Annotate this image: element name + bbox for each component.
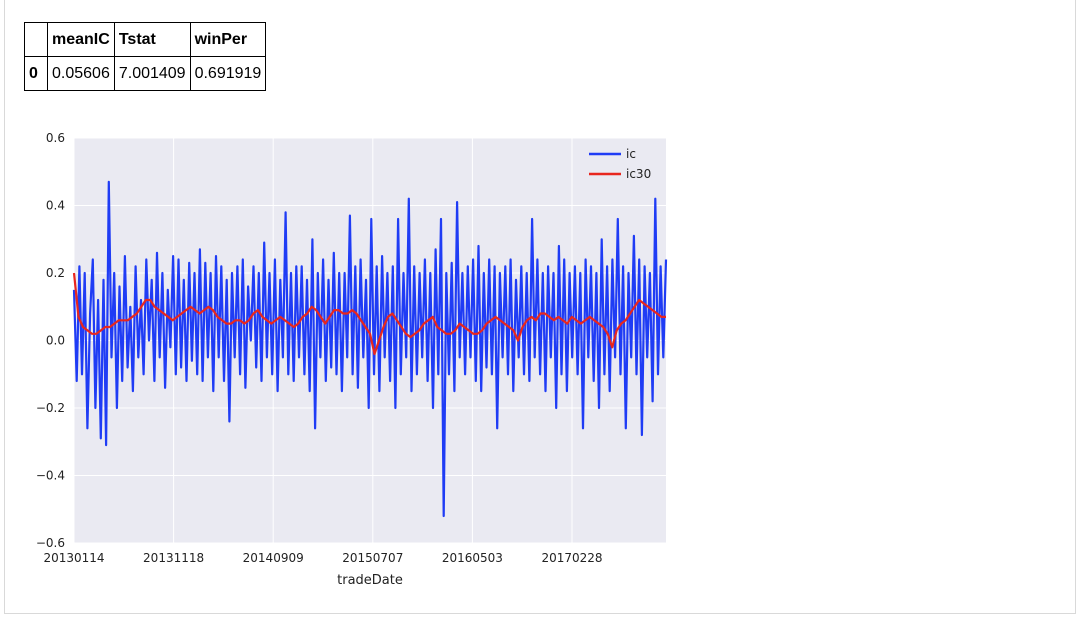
legend-ic30-label: ic30 — [626, 167, 651, 181]
output-cell-frame — [4, 0, 1076, 614]
x-tick-label: 20140909 — [243, 551, 304, 565]
x-axis-label: tradeDate — [337, 573, 403, 588]
header-index — [24, 22, 48, 57]
x-tick-label: 20150707 — [342, 551, 403, 565]
legend-ic-label: ic — [626, 147, 636, 161]
y-tick-label: −0.6 — [36, 536, 65, 550]
ic-line — [72, 180, 668, 518]
cell-winper: 0.691919 — [189, 56, 267, 91]
header-meanic: meanIC — [47, 22, 115, 57]
legend: ic ic30 — [589, 147, 651, 181]
y-tick-label: 0.4 — [46, 199, 65, 213]
header-tstat: Tstat — [113, 22, 191, 57]
stats-table: meanIC Tstat winPer 0 0.05606 7.001409 0… — [24, 22, 267, 91]
table-row: 0 0.05606 7.001409 0.691919 — [24, 56, 267, 91]
ic30-line — [72, 272, 666, 356]
x-tick-label: 20131118 — [143, 551, 204, 565]
ic30-series — [72, 272, 666, 356]
y-tick-label: 0.6 — [46, 131, 65, 145]
x-tick-labels: 20130114 20131118 20140909 20150707 20160503… — [43, 551, 602, 565]
cell-meanic: 0.05606 — [47, 56, 115, 91]
y-tick-label: −0.4 — [36, 469, 65, 483]
row-index: 0 — [24, 56, 48, 91]
gridlines — [73, 137, 666, 544]
y-tick-label: 0.2 — [46, 266, 65, 280]
y-tick-labels: 0.6 0.4 0.2 0.0 −0.2 −0.4 −0.6 — [36, 131, 65, 550]
x-tick-label: 20170228 — [541, 551, 602, 565]
y-tick-label: −0.2 — [36, 401, 65, 415]
ic-series — [72, 180, 668, 518]
x-tick-label: 20160503 — [442, 551, 503, 565]
table-header-row: meanIC Tstat winPer — [24, 22, 267, 57]
cell-tstat: 7.001409 — [113, 56, 191, 91]
y-tick-label: 0.0 — [46, 334, 65, 348]
x-tick-label: 20130114 — [43, 551, 104, 565]
